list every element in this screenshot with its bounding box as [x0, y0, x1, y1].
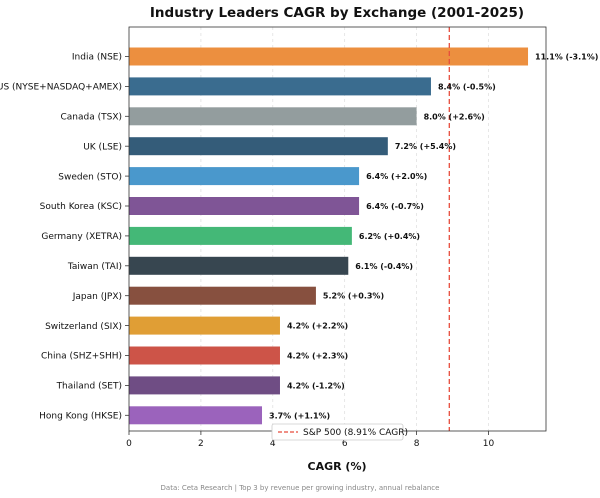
bar: [129, 197, 360, 215]
category-label: Thailand (SET): [56, 382, 122, 392]
bar: [129, 286, 316, 305]
data-label: 4.2% (+2.2%): [287, 322, 348, 331]
bar: [129, 47, 529, 66]
x-tick-label: 2: [198, 439, 204, 449]
bar: [129, 137, 388, 156]
category-label: US (NYSE+NASDAQ+AMEX): [0, 83, 122, 93]
data-label: 8.0% (+2.6%): [424, 112, 485, 121]
x-tick-label: 6: [342, 439, 348, 449]
category-label: UK (LSE): [83, 142, 122, 152]
data-label: 6.2% (+0.4%): [359, 232, 420, 241]
data-label: 6.4% (+2.0%): [366, 172, 427, 181]
data-label: 4.2% (-1.2%): [287, 381, 345, 390]
bar: [129, 346, 280, 365]
x-axis-ticks: 0 2 4 6 8 10: [126, 431, 494, 449]
legend-box: [271, 423, 404, 441]
bar: [129, 406, 263, 425]
category-label: Germany (XETRA): [41, 232, 122, 242]
category-label: China (SHZ+SHH): [41, 352, 122, 362]
x-tick-label: 8: [414, 439, 420, 449]
bar: [129, 167, 360, 186]
category-label: Switzerland (SIX): [45, 322, 122, 332]
category-label: Hong Kong (HKSE): [39, 412, 122, 422]
category-label: Canada (TSX): [60, 113, 122, 123]
category-label: Japan (JPX): [72, 292, 122, 302]
bar: [129, 376, 280, 395]
bar: [129, 77, 431, 96]
bar: [129, 226, 352, 245]
bar: [129, 107, 417, 126]
legend-label: S&P 500 (8.91% CAGR): [303, 428, 408, 438]
x-axis-label: CAGR (%): [308, 460, 367, 473]
x-tick-label: 4: [270, 439, 276, 449]
legend: S&P 500 (8.91% CAGR): [271, 423, 408, 441]
footer-source: Data: Ceta Research | Top 3 by revenue p…: [161, 484, 440, 492]
category-label: Taiwan (TAI): [67, 262, 122, 272]
category-label: India (NSE): [72, 53, 122, 63]
category-labels: India (NSE) US (NYSE+NASDAQ+AMEX) Canada (…: [0, 53, 129, 422]
value-labels: 11.1% (-3.1%) 8.4% (-0.5%) 8.0% (+2.6%) 7.2…: [269, 53, 598, 421]
x-tick-label: 10: [483, 439, 495, 449]
bar: [129, 256, 349, 275]
data-label: 8.4% (-0.5%): [438, 82, 496, 91]
data-label: 3.7% (+1.1%): [269, 411, 330, 420]
data-label: 4.2% (+2.3%): [287, 352, 348, 361]
data-label: 6.4% (-0.7%): [366, 202, 424, 211]
bars: [129, 47, 529, 425]
data-label: 5.2% (+0.3%): [323, 292, 384, 301]
chart-title: Industry Leaders CAGR by Exchange (2001-…: [150, 5, 524, 21]
data-label: 11.1% (-3.1%): [535, 53, 598, 62]
category-label: Sweden (STO): [58, 172, 122, 182]
category-label: South Korea (KSC): [40, 202, 122, 212]
x-tick-label: 0: [126, 439, 132, 449]
data-label: 6.1% (-0.4%): [355, 262, 413, 271]
data-label: 7.2% (+5.4%): [395, 142, 456, 151]
bar: [129, 316, 280, 335]
